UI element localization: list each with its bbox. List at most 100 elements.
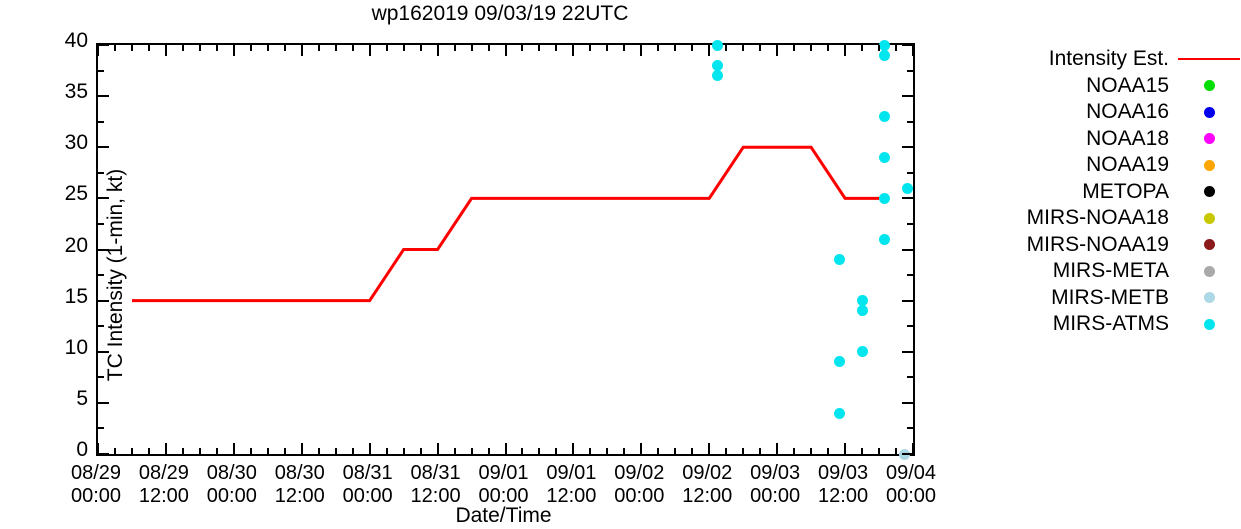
- y-axis-label: TC Intensity (1-min, kt): [104, 168, 127, 382]
- plot-area: TC Intensity (1-min, kt): [96, 39, 915, 460]
- x-axis-tick: [504, 45, 507, 56]
- x-axis-minor-tick: [810, 448, 813, 454]
- x-axis-minor-tick: [555, 448, 558, 454]
- x-axis-tick: [844, 45, 847, 56]
- x-axis-minor-tick: [266, 45, 269, 51]
- legend-dot-icon: [1203, 318, 1215, 330]
- x-axis-minor-tick: [215, 45, 218, 51]
- legend-item[interactable]: NOAA19: [960, 152, 1241, 179]
- x-axis-minor-tick: [521, 45, 524, 51]
- y-axis-tick-label: 5: [76, 386, 88, 410]
- y-axis-tick: [902, 350, 913, 353]
- x-axis-minor-tick: [538, 448, 541, 454]
- y-axis-tick-label: 25: [64, 182, 88, 206]
- y-axis-tick: [98, 44, 109, 46]
- chart-legend: Intensity Est. NOAA15 NOAA16 NOAA18 NOAA19 ME…: [960, 46, 1241, 338]
- x-axis-minor-tick: [487, 45, 490, 51]
- x-axis-tick: [504, 443, 507, 454]
- x-axis-tick: [844, 443, 847, 454]
- x-axis-tick: [97, 443, 99, 454]
- legend-item[interactable]: METOPA: [960, 179, 1241, 206]
- x-axis-minor-tick: [742, 45, 745, 51]
- x-axis-minor-tick: [827, 45, 830, 51]
- x-axis-minor-tick: [606, 448, 609, 454]
- legend-label: MIRS-METB: [1051, 285, 1169, 309]
- x-axis-tick: [640, 45, 643, 56]
- legend-item[interactable]: MIRS-META: [960, 258, 1241, 285]
- legend-label: MIRS-NOAA18: [1026, 206, 1169, 230]
- x-axis-minor-tick: [742, 448, 745, 454]
- y-axis-minor-tick: [907, 69, 913, 72]
- x-axis-minor-tick: [470, 45, 473, 51]
- x-axis-tick: [708, 443, 711, 454]
- legend-label: MIRS-ATMS: [1052, 312, 1169, 336]
- legend-dot-icon: [1203, 292, 1215, 304]
- x-axis-minor-tick: [691, 45, 694, 51]
- x-axis-minor-tick: [623, 45, 626, 51]
- y-axis-minor-tick: [98, 171, 104, 174]
- legend-label: MIRS-META: [1052, 259, 1169, 283]
- y-axis-minor-tick: [98, 427, 104, 430]
- x-axis-tick: [164, 443, 167, 454]
- data-point: [833, 254, 845, 266]
- legend-dot-icon: [1203, 80, 1215, 92]
- x-axis-minor-tick: [861, 45, 864, 51]
- x-axis-minor-tick: [317, 448, 320, 454]
- legend-dot-swatch: [1177, 106, 1241, 118]
- legend-item[interactable]: MIRS-METB: [960, 285, 1241, 312]
- legend-item[interactable]: NOAA16: [960, 99, 1241, 126]
- legend-label: NOAA19: [1086, 153, 1169, 177]
- x-axis-tick-label: 08/30 12:00: [274, 462, 325, 507]
- legend-item[interactable]: Intensity Est.: [960, 46, 1241, 73]
- x-axis-tick: [912, 45, 914, 56]
- x-axis-minor-tick: [215, 448, 218, 454]
- legend-item[interactable]: NOAA15: [960, 73, 1241, 100]
- x-axis-minor-tick: [317, 45, 320, 51]
- x-axis-tick: [572, 443, 575, 454]
- x-axis-tick: [232, 443, 235, 454]
- x-axis-minor-tick: [147, 45, 150, 51]
- x-axis-minor-tick: [827, 448, 830, 454]
- data-point: [856, 305, 868, 317]
- x-axis-tick-label: 09/01 12:00: [546, 462, 597, 507]
- legend-label: NOAA16: [1086, 100, 1169, 124]
- legend-dot-swatch: [1177, 80, 1241, 92]
- x-axis-minor-tick: [130, 448, 133, 454]
- y-axis-minor-tick: [98, 69, 104, 72]
- y-axis-tick: [902, 299, 913, 302]
- y-axis-minor-tick: [907, 274, 913, 277]
- x-axis-minor-tick: [895, 448, 898, 454]
- legend-dot-icon: [1203, 239, 1215, 251]
- x-axis-minor-tick: [198, 448, 201, 454]
- legend-item[interactable]: MIRS-NOAA18: [960, 205, 1241, 232]
- legend-item[interactable]: MIRS-NOAA19: [960, 232, 1241, 259]
- x-axis-label: Date/Time: [455, 504, 552, 527]
- x-axis-tick: [640, 443, 643, 454]
- chart-title: wp162019 09/03/19 22UTC: [371, 2, 629, 25]
- x-axis-minor-tick: [402, 45, 405, 51]
- legend-dot-swatch: [1177, 212, 1241, 224]
- legend-item[interactable]: NOAA18: [960, 126, 1241, 153]
- legend-item[interactable]: MIRS-ATMS: [960, 311, 1241, 338]
- x-axis-minor-tick: [181, 448, 184, 454]
- x-axis-tick: [97, 45, 99, 56]
- plot-inner: [98, 39, 913, 460]
- x-axis-tick-label: 09/03 12:00: [818, 462, 869, 507]
- x-axis-minor-tick: [725, 45, 728, 51]
- legend-dot-swatch: [1177, 239, 1241, 251]
- x-axis-tick-label: 09/02 00:00: [614, 462, 665, 507]
- legend-dot-swatch: [1177, 186, 1241, 198]
- y-axis-tick: [98, 197, 109, 200]
- x-axis-minor-tick: [453, 448, 456, 454]
- y-axis-tick: [902, 197, 913, 200]
- x-axis-tick-label: 08/29 00:00: [70, 462, 122, 507]
- x-axis-tick-label: 08/29 12:00: [138, 462, 189, 507]
- y-axis-tick: [902, 248, 913, 251]
- x-axis-tick: [572, 45, 575, 56]
- data-point: [712, 59, 724, 71]
- x-axis-minor-tick: [623, 448, 626, 454]
- x-axis-minor-tick: [198, 45, 201, 51]
- legend-dot-icon: [1203, 133, 1215, 145]
- y-axis-minor-tick: [907, 325, 913, 328]
